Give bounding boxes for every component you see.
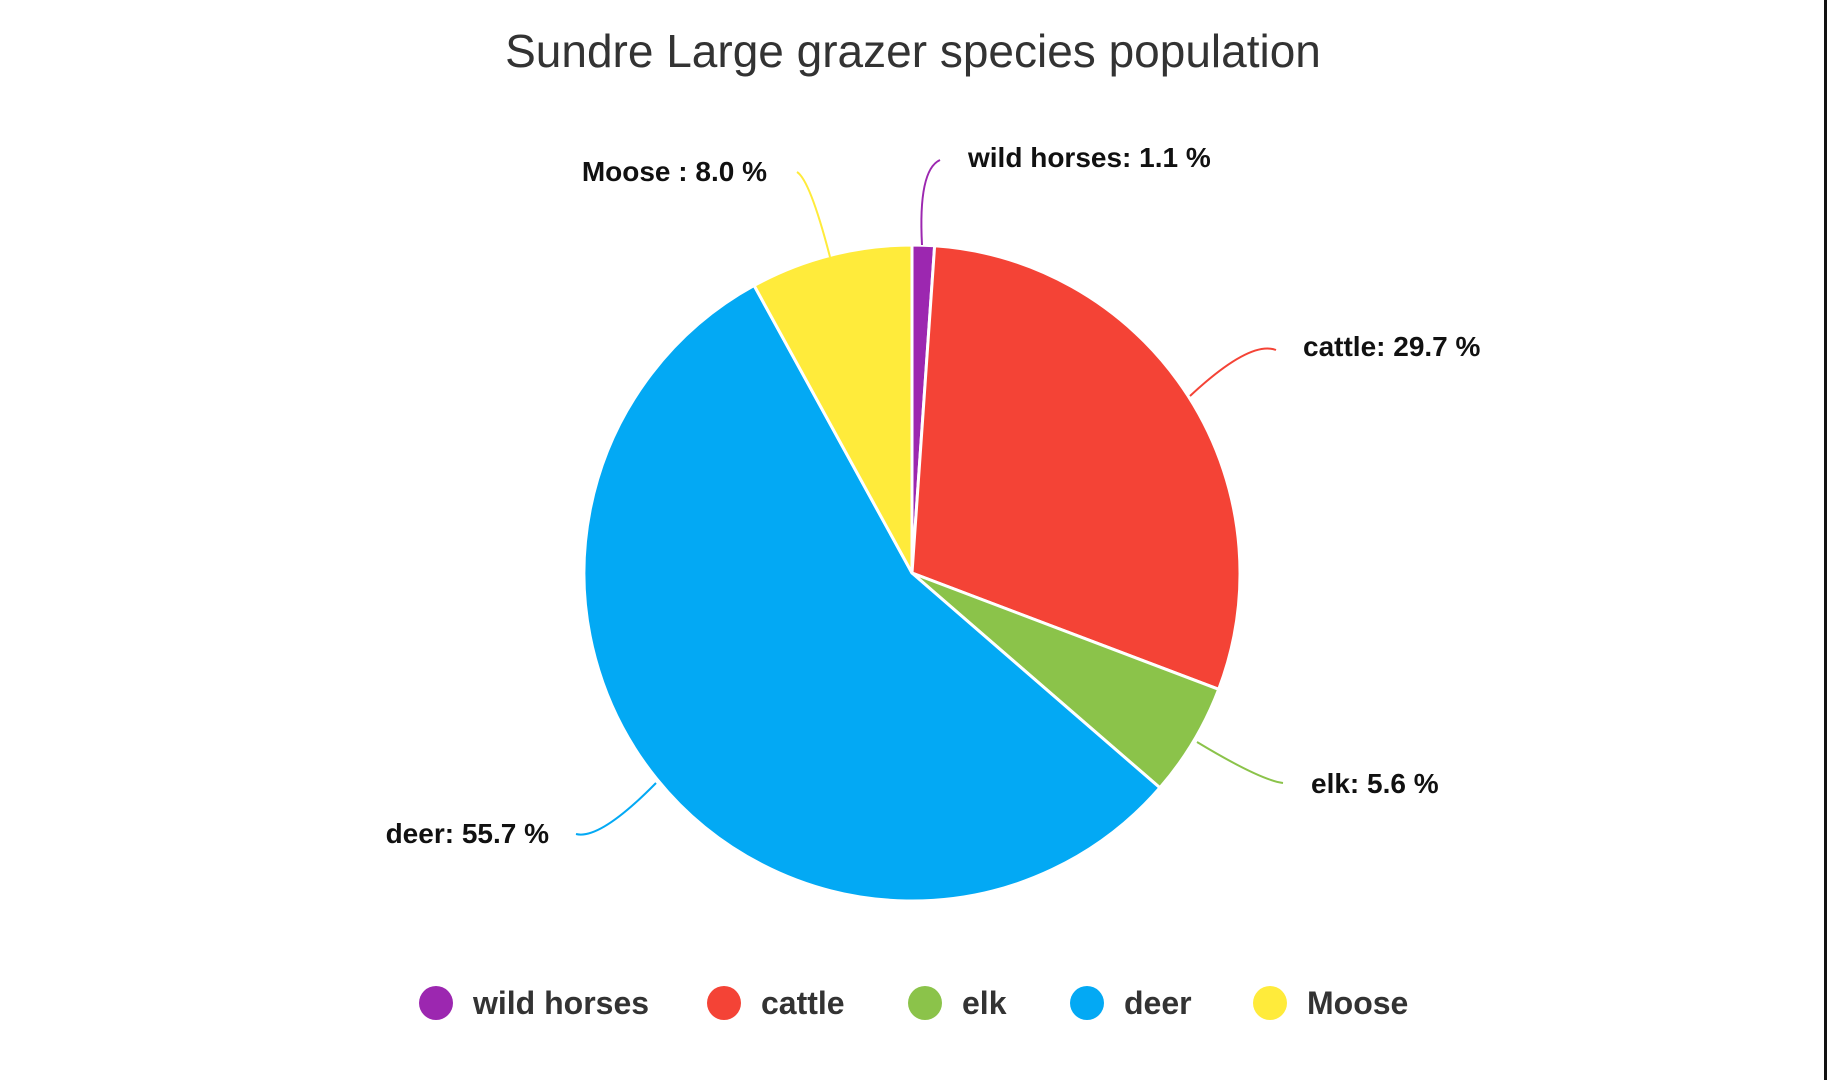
- data-label-cattle: cattle: 29.7 %: [1303, 331, 1481, 362]
- legend: wild horses cattle elk deer Moose: [419, 985, 1408, 1021]
- label-leader-lines: [575, 159, 1284, 836]
- legend-label: elk: [962, 985, 1007, 1021]
- window-edge: [1824, 0, 1827, 1080]
- pie-slice-deer[interactable]: [582, 283, 1162, 903]
- legend-item-moose[interactable]: Moose: [1253, 985, 1408, 1021]
- data-label-elk: elk: 5.6 %: [1311, 768, 1439, 799]
- leader-line-deer: [575, 782, 657, 836]
- legend-swatch: [707, 986, 741, 1020]
- legend-label: wild horses: [472, 985, 649, 1021]
- legend-swatch: [908, 986, 942, 1020]
- pie-slice-cattle[interactable]: [910, 244, 1242, 691]
- leader-line-wild-horses: [920, 159, 941, 246]
- chart-title: Sundre Large grazer species population: [505, 25, 1321, 77]
- data-label-moose: Moose : 8.0 %: [582, 156, 767, 187]
- legend-label: Moose: [1307, 985, 1408, 1021]
- leader-line-moose: [796, 171, 831, 258]
- legend-item-cattle[interactable]: cattle: [707, 985, 845, 1021]
- leader-line-elk: [1196, 741, 1284, 784]
- legend-label: deer: [1124, 985, 1192, 1021]
- legend-item-deer[interactable]: deer: [1070, 985, 1192, 1021]
- data-label-wild-horses: wild horses: 1.1 %: [967, 142, 1211, 173]
- legend-item-elk[interactable]: elk: [908, 985, 1007, 1021]
- legend-swatch: [1070, 986, 1104, 1020]
- legend-label: cattle: [761, 985, 845, 1021]
- pie-slices: [582, 243, 1242, 903]
- legend-swatch: [1253, 986, 1287, 1020]
- data-label-deer: deer: 55.7 %: [386, 818, 550, 849]
- legend-item-wild-horses[interactable]: wild horses: [419, 985, 649, 1021]
- leader-line-cattle: [1189, 347, 1277, 397]
- slice-labels: wild horses: 1.1 % cattle: 29.7 % elk: 5.6…: [386, 142, 1481, 849]
- legend-swatch: [419, 986, 453, 1020]
